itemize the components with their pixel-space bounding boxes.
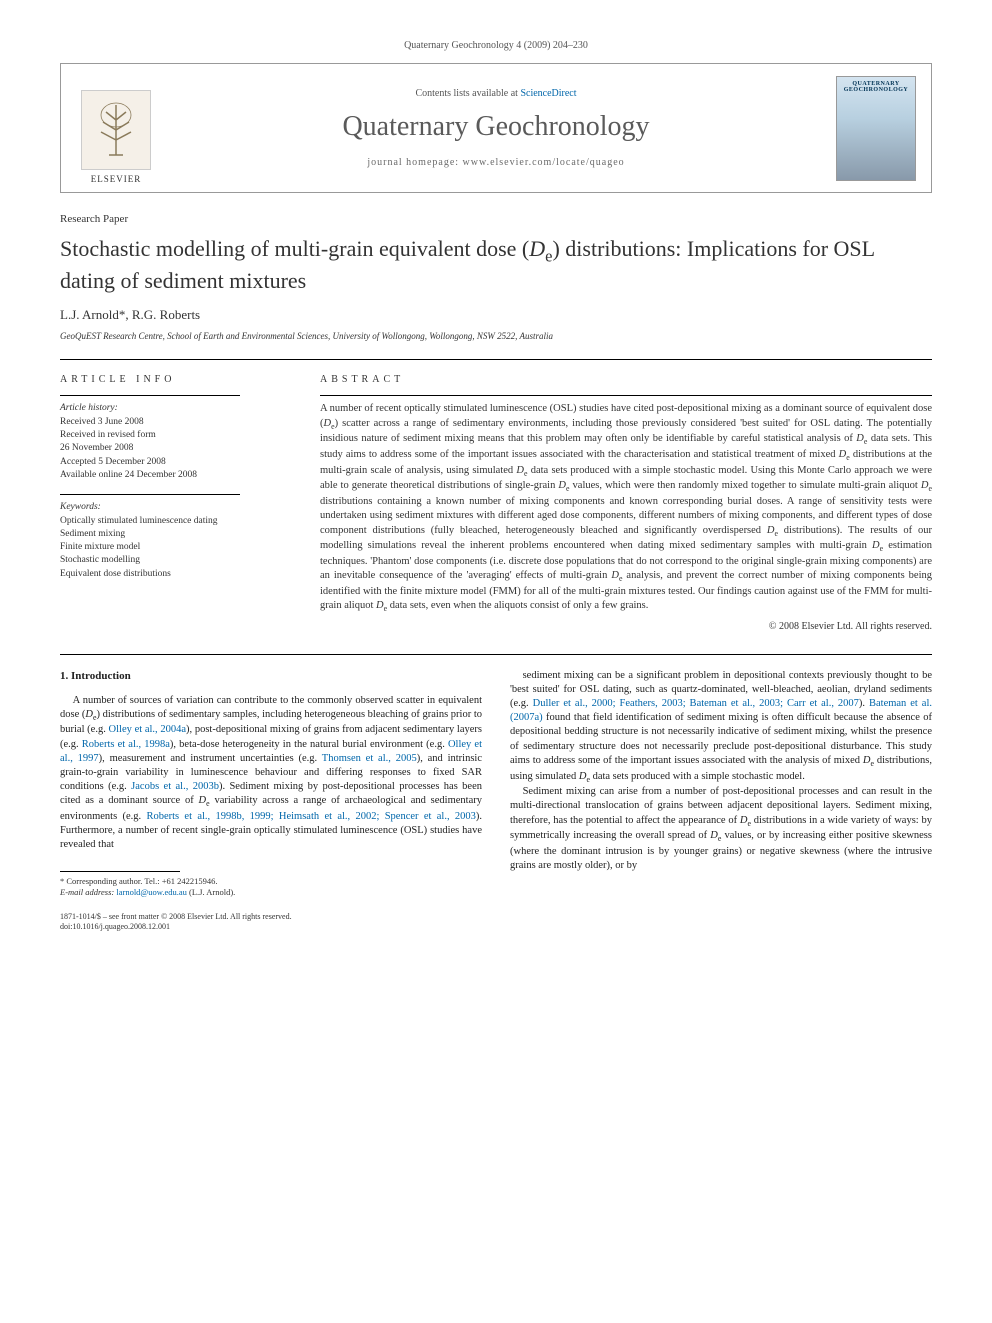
email-footnote: E-mail address: larnold@uow.edu.au (L.J.…	[60, 887, 482, 898]
contents-available-line: Contents lists available at ScienceDirec…	[415, 88, 576, 99]
body-columns: 1. Introduction A number of sources of v…	[60, 669, 932, 898]
info-abstract-row: ARTICLE INFO Article history: Received 3…	[60, 374, 932, 631]
affiliation: GeoQuEST Research Centre, School of Eart…	[60, 331, 932, 341]
body-paragraph: Sediment mixing can arise from a number …	[510, 785, 932, 873]
divider	[60, 654, 932, 655]
corresponding-footnote: * Corresponding author. Tel.: +61 242215…	[60, 876, 482, 887]
abstract-divider	[320, 395, 932, 396]
keyword: Optically stimulated luminescence dating	[60, 515, 290, 528]
keywords-block: Keywords: Optically stimulated luminesce…	[60, 501, 290, 581]
footer-front-matter: 1871-1014/$ – see front matter © 2008 El…	[60, 912, 932, 922]
author-email-link[interactable]: larnold@uow.edu.au	[116, 887, 187, 897]
info-divider	[60, 395, 240, 396]
article-info-col: ARTICLE INFO Article history: Received 3…	[60, 374, 290, 631]
article-type: Research Paper	[60, 213, 932, 225]
body-paragraph: sediment mixing can be a significant pro…	[510, 669, 932, 785]
abstract-copyright: © 2008 Elsevier Ltd. All rights reserved…	[320, 621, 932, 632]
history-line: 26 November 2008	[60, 442, 290, 455]
article-title: Stochastic modelling of multi-grain equi…	[60, 235, 932, 295]
keyword: Stochastic modelling	[60, 554, 290, 567]
abstract-label: ABSTRACT	[320, 374, 932, 385]
body-column-left: 1. Introduction A number of sources of v…	[60, 669, 482, 898]
abstract-col: ABSTRACT A number of recent optically st…	[320, 374, 932, 631]
elsevier-label: ELSEVIER	[91, 174, 142, 184]
history-label: Article history:	[60, 402, 290, 415]
info-divider	[60, 494, 240, 495]
running-header: Quaternary Geochronology 4 (2009) 204–23…	[60, 40, 932, 51]
journal-banner: ELSEVIER Contents lists available at Sci…	[60, 63, 932, 193]
keywords-label: Keywords:	[60, 501, 290, 514]
body-column-right: sediment mixing can be a significant pro…	[510, 669, 932, 898]
journal-name: Quaternary Geochronology	[342, 111, 649, 143]
article-info-label: ARTICLE INFO	[60, 374, 290, 385]
banner-center: Contents lists available at ScienceDirec…	[171, 64, 821, 192]
footnote-divider	[60, 871, 180, 872]
divider	[60, 359, 932, 360]
intro-heading: 1. Introduction	[60, 669, 482, 684]
elsevier-tree-icon	[81, 90, 151, 170]
authors: L.J. Arnold*, R.G. Roberts	[60, 307, 932, 323]
journal-homepage-line: journal homepage: www.elsevier.com/locat…	[367, 157, 624, 168]
footer-doi: doi:10.1016/j.quageo.2008.12.001	[60, 922, 932, 932]
history-line: Accepted 5 December 2008	[60, 456, 290, 469]
publisher-block: ELSEVIER	[61, 64, 171, 192]
article-history-block: Article history: Received 3 June 2008 Re…	[60, 402, 290, 482]
keyword: Sediment mixing	[60, 528, 290, 541]
citation-text: Quaternary Geochronology 4 (2009) 204–23…	[404, 40, 588, 51]
history-line: Available online 24 December 2008	[60, 469, 290, 482]
keyword: Equivalent dose distributions	[60, 568, 290, 581]
footer-meta: 1871-1014/$ – see front matter © 2008 El…	[60, 912, 932, 933]
keyword: Finite mixture model	[60, 541, 290, 554]
body-paragraph: A number of sources of variation can con…	[60, 694, 482, 853]
journal-cover-icon: QUATERNARY GEOCHRONOLOGY	[836, 76, 916, 181]
cover-thumbnail-block: QUATERNARY GEOCHRONOLOGY	[821, 64, 931, 192]
sciencedirect-link[interactable]: ScienceDirect	[520, 88, 576, 99]
history-line: Received 3 June 2008	[60, 416, 290, 429]
homepage-url: www.elsevier.com/locate/quageo	[463, 157, 625, 168]
abstract-text: A number of recent optically stimulated …	[320, 402, 932, 614]
history-line: Received in revised form	[60, 429, 290, 442]
